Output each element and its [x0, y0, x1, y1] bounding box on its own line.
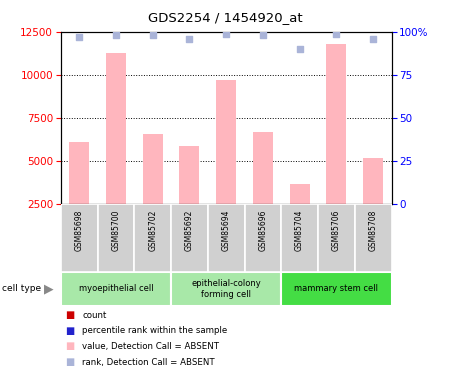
Text: myoepithelial cell: myoepithelial cell [79, 284, 153, 293]
Text: ■: ■ [65, 326, 75, 336]
Text: GDS2254 / 1454920_at: GDS2254 / 1454920_at [148, 11, 302, 24]
Bar [355, 204, 392, 272]
Bar [69, 142, 89, 204]
Bar [171, 272, 281, 306]
Text: cell type: cell type [2, 284, 41, 293]
Bar [98, 204, 134, 272]
Text: GSM85696: GSM85696 [258, 210, 267, 251]
Text: GSM85706: GSM85706 [332, 210, 341, 251]
Point [76, 34, 83, 40]
Text: ■: ■ [65, 342, 75, 351]
Point [296, 46, 303, 52]
Text: GSM85698: GSM85698 [75, 210, 84, 251]
Text: count: count [82, 310, 107, 320]
Bar [326, 44, 346, 204]
Bar [253, 132, 273, 204]
Text: epithelial-colony
forming cell: epithelial-colony forming cell [191, 279, 261, 299]
Bar [244, 204, 281, 272]
Point [369, 36, 377, 42]
Bar [363, 158, 383, 204]
Point [149, 32, 156, 38]
Bar [61, 272, 171, 306]
Bar [143, 134, 163, 204]
Text: rank, Detection Call = ABSENT: rank, Detection Call = ABSENT [82, 358, 215, 367]
Bar [318, 204, 355, 272]
Bar [134, 204, 171, 272]
Bar [216, 80, 236, 204]
Bar [106, 53, 126, 204]
Point [186, 36, 193, 42]
Bar [281, 204, 318, 272]
Text: GSM85704: GSM85704 [295, 210, 304, 251]
Point [259, 32, 266, 38]
Text: mammary stem cell: mammary stem cell [294, 284, 378, 293]
Bar [289, 184, 310, 204]
Point [222, 31, 230, 37]
Bar [208, 204, 244, 272]
Bar [179, 146, 199, 204]
Text: ■: ■ [65, 357, 75, 367]
Bar [171, 204, 208, 272]
Text: GSM85708: GSM85708 [369, 210, 378, 251]
Text: ▶: ▶ [44, 282, 53, 295]
Text: GSM85702: GSM85702 [148, 210, 157, 251]
Bar [61, 204, 98, 272]
Text: GSM85694: GSM85694 [221, 210, 230, 251]
Text: value, Detection Call = ABSENT: value, Detection Call = ABSENT [82, 342, 219, 351]
Text: GSM85700: GSM85700 [112, 210, 121, 251]
Point [333, 31, 340, 37]
Text: percentile rank within the sample: percentile rank within the sample [82, 326, 228, 335]
Text: GSM85692: GSM85692 [185, 210, 194, 251]
Text: ■: ■ [65, 310, 75, 320]
Bar [281, 272, 392, 306]
Point [112, 32, 120, 38]
